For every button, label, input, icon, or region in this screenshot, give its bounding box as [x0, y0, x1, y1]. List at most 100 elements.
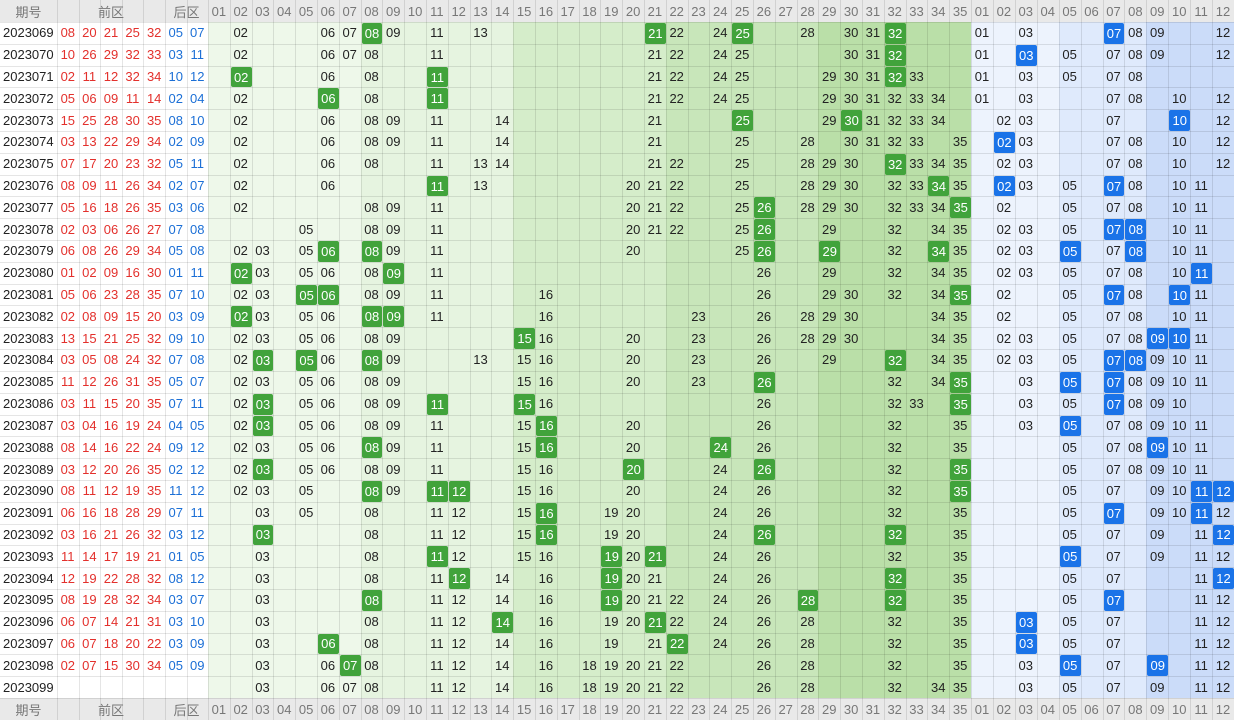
front-draw: 34: [146, 243, 162, 259]
front-mark: 20: [625, 679, 641, 695]
back-mark: 01: [974, 25, 990, 41]
grid-line: [143, 0, 145, 720]
front-number-header: 11: [430, 3, 444, 19]
front-mark: 35: [952, 243, 968, 259]
front-mark: 28: [800, 679, 815, 695]
grid-line: [360, 0, 362, 720]
back-mark: 03: [1018, 90, 1034, 106]
front-mark: 08: [364, 134, 379, 150]
front-mark: 26: [756, 287, 772, 303]
front-mark: 32: [887, 548, 902, 564]
back-number-header: 12: [1215, 3, 1231, 19]
front-mark: 02: [233, 199, 248, 215]
front-mark: 05: [298, 396, 314, 412]
front-mark: 24: [713, 526, 728, 542]
back-mark: 08: [1128, 417, 1143, 433]
front-number-header: 25: [734, 701, 750, 717]
front-mark: 08: [364, 199, 379, 215]
front-mark: 05: [298, 483, 314, 499]
grid-line: [0, 43, 1234, 45]
front-hit: 29: [819, 241, 841, 262]
grid-line: [883, 0, 885, 720]
front-draw: 06: [60, 614, 76, 630]
grid-line: [0, 588, 1234, 590]
back-mark: 02: [996, 243, 1012, 259]
back-draw: 09: [190, 134, 205, 150]
front-mark: 29: [822, 199, 837, 215]
front-number-header: 19: [604, 3, 619, 19]
front-mark: 32: [887, 90, 902, 106]
front-draw: 15: [60, 112, 76, 128]
front-mark: 06: [320, 134, 336, 150]
front-mark: 08: [364, 614, 379, 630]
front-mark: 25: [734, 178, 750, 194]
front-number-header: 04: [277, 3, 292, 19]
front-draw: 16: [103, 417, 119, 433]
back-draw: 11: [190, 505, 205, 521]
front-hit: 20: [623, 459, 644, 480]
back-hit: 07: [1103, 23, 1125, 44]
back-mark: 10: [1171, 352, 1187, 368]
back-mark: 09: [1150, 396, 1165, 412]
back-mark: 10: [1171, 308, 1187, 324]
front-mark: 11: [430, 439, 444, 455]
front-mark: 11: [430, 614, 444, 630]
grid-line: [1080, 0, 1082, 720]
front-mark: 26: [756, 330, 772, 346]
issue: 2023083: [3, 330, 54, 346]
back-mark: 12: [1215, 47, 1231, 63]
front-mark: 29: [822, 90, 837, 106]
grid-line: [1146, 0, 1148, 720]
front-draw: 25: [125, 25, 140, 41]
back-mark: 08: [1128, 461, 1143, 477]
front-mark: 24: [713, 47, 728, 63]
back-mark: 10: [1171, 505, 1187, 521]
front-mark: 31: [865, 69, 881, 84]
front-hit: 16: [536, 502, 557, 524]
grid-line: [665, 0, 667, 720]
back-number-header: 05: [1062, 3, 1077, 19]
front-mark: 24: [713, 548, 728, 564]
front-mark: 21: [647, 635, 663, 651]
back-mark: 07: [1106, 570, 1121, 586]
front-draw: 17: [103, 548, 119, 564]
front-number-header: 09: [386, 3, 401, 19]
issue: 2023099: [3, 679, 54, 695]
front-band: [513, 0, 666, 720]
back-draw: 12: [190, 526, 205, 542]
back-mark: 08: [1128, 374, 1143, 390]
front-mark: 09: [386, 417, 401, 433]
front-draw: 32: [146, 330, 162, 346]
back-number-header: 11: [1194, 701, 1208, 717]
front-draw: 35: [146, 199, 162, 215]
back-draw: 08: [168, 112, 183, 128]
front-number-header: 10: [407, 3, 423, 19]
front-mark: 03: [255, 374, 270, 390]
front-draw: 35: [146, 396, 162, 412]
front-mark: 19: [604, 526, 619, 542]
front-mark: 29: [822, 178, 837, 194]
back-mark: 08: [1128, 199, 1143, 215]
front-draw: 16: [125, 265, 140, 281]
back-mark: 07: [1106, 156, 1121, 172]
grid-line: [753, 0, 754, 720]
back-draw: 05: [168, 243, 183, 259]
back-mark: 09: [1150, 25, 1165, 41]
front-mark: 26: [756, 439, 772, 455]
front-mark: 12: [451, 635, 466, 651]
front-hit: 11: [427, 88, 448, 110]
grid-line: [556, 0, 558, 720]
front-mark: 33: [909, 199, 924, 215]
front-mark: 06: [320, 461, 336, 477]
front-mark: 14: [495, 156, 510, 172]
front-hit: 26: [754, 459, 775, 480]
front-mark: 28: [800, 657, 815, 673]
grid-line: [0, 654, 1234, 656]
front-number-header: 20: [625, 701, 641, 717]
front-mark: 06: [320, 178, 336, 194]
front-mark: 15: [516, 461, 532, 477]
front-draw: 13: [82, 134, 97, 150]
front-draw: 24: [146, 417, 162, 433]
front-mark: 14: [495, 657, 510, 673]
front-mark: 20: [625, 199, 641, 215]
